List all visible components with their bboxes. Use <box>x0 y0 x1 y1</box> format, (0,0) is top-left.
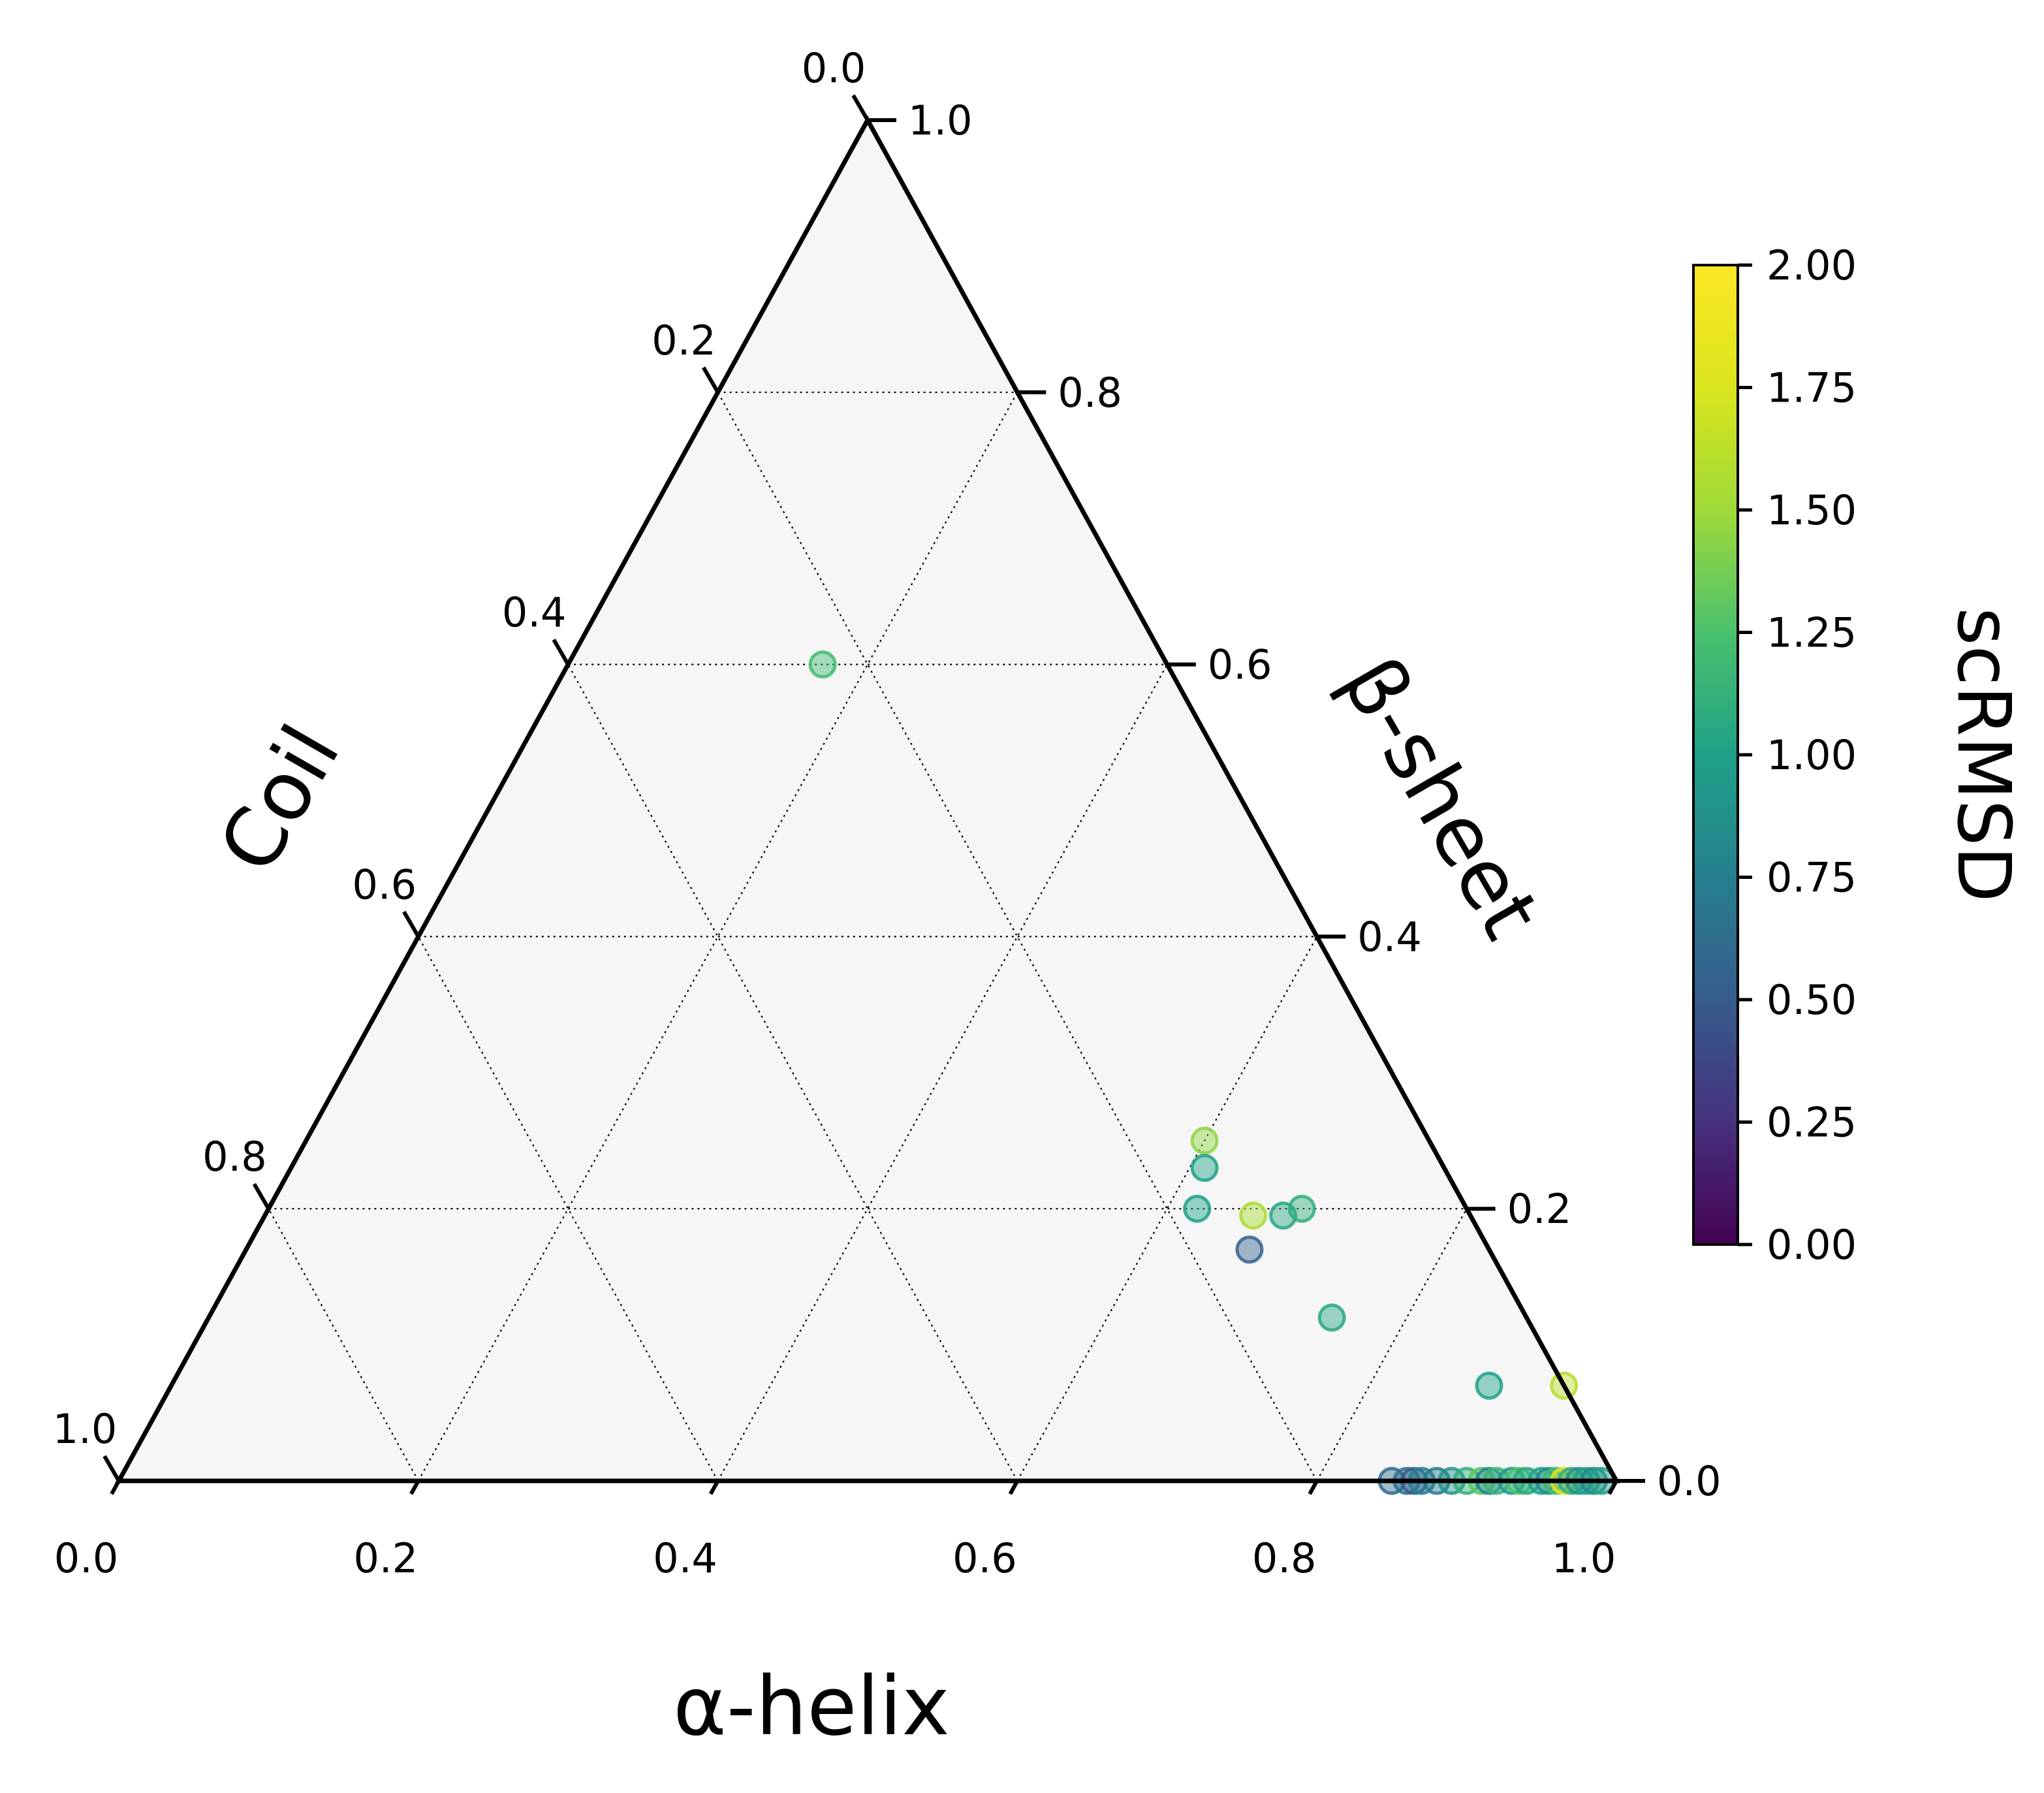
colorbar-tick-label: 0.00 <box>1767 1221 1857 1269</box>
data-point <box>1190 1126 1219 1155</box>
grid-line-helix <box>417 392 1018 1482</box>
bottom-tick <box>1008 1480 1020 1495</box>
left-axis-title: Coil <box>201 710 358 888</box>
colorbar-tick-label: 2.00 <box>1767 242 1857 289</box>
bottom-axis-title: α-helix <box>673 1660 950 1754</box>
right-tick-label: 0.8 <box>1058 369 1122 417</box>
left-tick-label: 0.8 <box>202 1133 267 1181</box>
grid-line-coil <box>417 936 719 1482</box>
colorbar-tick-label: 0.75 <box>1767 854 1857 902</box>
bottom-tick-label: 0.8 <box>1252 1534 1317 1582</box>
grid-line-helix <box>1016 936 1318 1482</box>
data-point <box>1287 1194 1316 1223</box>
left-tick <box>252 1182 270 1210</box>
bottom-tick <box>110 1480 121 1495</box>
data-point <box>1317 1303 1346 1332</box>
grid-layer <box>268 391 1468 1482</box>
bottom-tick <box>1607 1480 1618 1495</box>
colorbar-tick-label: 0.25 <box>1767 1099 1857 1147</box>
ternary-frame <box>115 115 1620 1484</box>
right-tick-label: 0.6 <box>1208 641 1272 689</box>
grid-line-helix <box>717 664 1168 1482</box>
colorbar-tick-label: 1.50 <box>1767 486 1857 534</box>
left-tick <box>851 94 870 121</box>
bottom-tick-label: 1.0 <box>1552 1534 1616 1582</box>
left-tick-label: 0.0 <box>802 44 866 92</box>
colorbar-tick-label: 0.50 <box>1767 976 1857 1024</box>
data-point <box>808 650 837 679</box>
grid-line-coil <box>268 1208 419 1482</box>
ticks-layer: 0.0 0.2 0.4 0.6 0.8 1.0 0.0 0.2 0.4 0.6 0.8 1.0 0.0 0… <box>53 44 1722 1582</box>
bottom-tick-label: 0.6 <box>952 1534 1017 1582</box>
left-tick <box>702 366 720 394</box>
grid-line-helix <box>1316 1208 1468 1482</box>
right-tick-label: 0.4 <box>1357 913 1422 960</box>
bottom-tick-label: 0.4 <box>653 1534 717 1582</box>
right-tick-label: 0.2 <box>1507 1185 1572 1233</box>
colorbar-tick-label: 1.00 <box>1767 731 1857 779</box>
bottom-tick <box>409 1480 420 1495</box>
data-point <box>1183 1194 1212 1223</box>
grid-line-coil <box>567 664 1018 1482</box>
left-tick <box>102 1455 121 1482</box>
colorbar-tick-label: 1.25 <box>1767 609 1857 657</box>
left-tick-label: 0.2 <box>652 317 716 364</box>
grid-line-coil <box>717 392 1318 1482</box>
colorbar-gradient <box>1692 264 1739 1246</box>
bottom-tick <box>1308 1480 1319 1495</box>
data-point <box>1235 1235 1264 1264</box>
colorbar-ticks: 0.00 0.25 0.50 0.75 1.00 1.25 1.50 1.75 2.00 <box>1738 242 1857 1269</box>
right-axis-title: β-sheet <box>1323 642 1558 954</box>
bottom-tick-label: 0.0 <box>54 1534 119 1582</box>
data-point <box>1190 1154 1219 1182</box>
ternary-background <box>119 120 1616 1481</box>
right-tick-label: 0.0 <box>1657 1457 1722 1505</box>
left-tick-label: 0.6 <box>352 861 417 908</box>
left-tick <box>402 910 420 938</box>
left-tick <box>552 639 570 666</box>
left-tick-label: 0.4 <box>502 589 567 637</box>
data-point <box>1239 1201 1268 1230</box>
left-tick-label: 1.0 <box>53 1405 118 1453</box>
colorbar-title: scRMSD <box>1941 607 2026 902</box>
colorbar-tick-label: 1.75 <box>1767 364 1857 412</box>
right-tick-label: 1.0 <box>908 97 973 144</box>
colorbar: 0.00 0.25 0.50 0.75 1.00 1.25 1.50 1.75 2.00 scR… <box>1692 242 2026 1269</box>
bottom-tick <box>708 1480 720 1495</box>
data-point <box>1475 1371 1503 1400</box>
bottom-tick-label: 0.2 <box>353 1534 418 1582</box>
